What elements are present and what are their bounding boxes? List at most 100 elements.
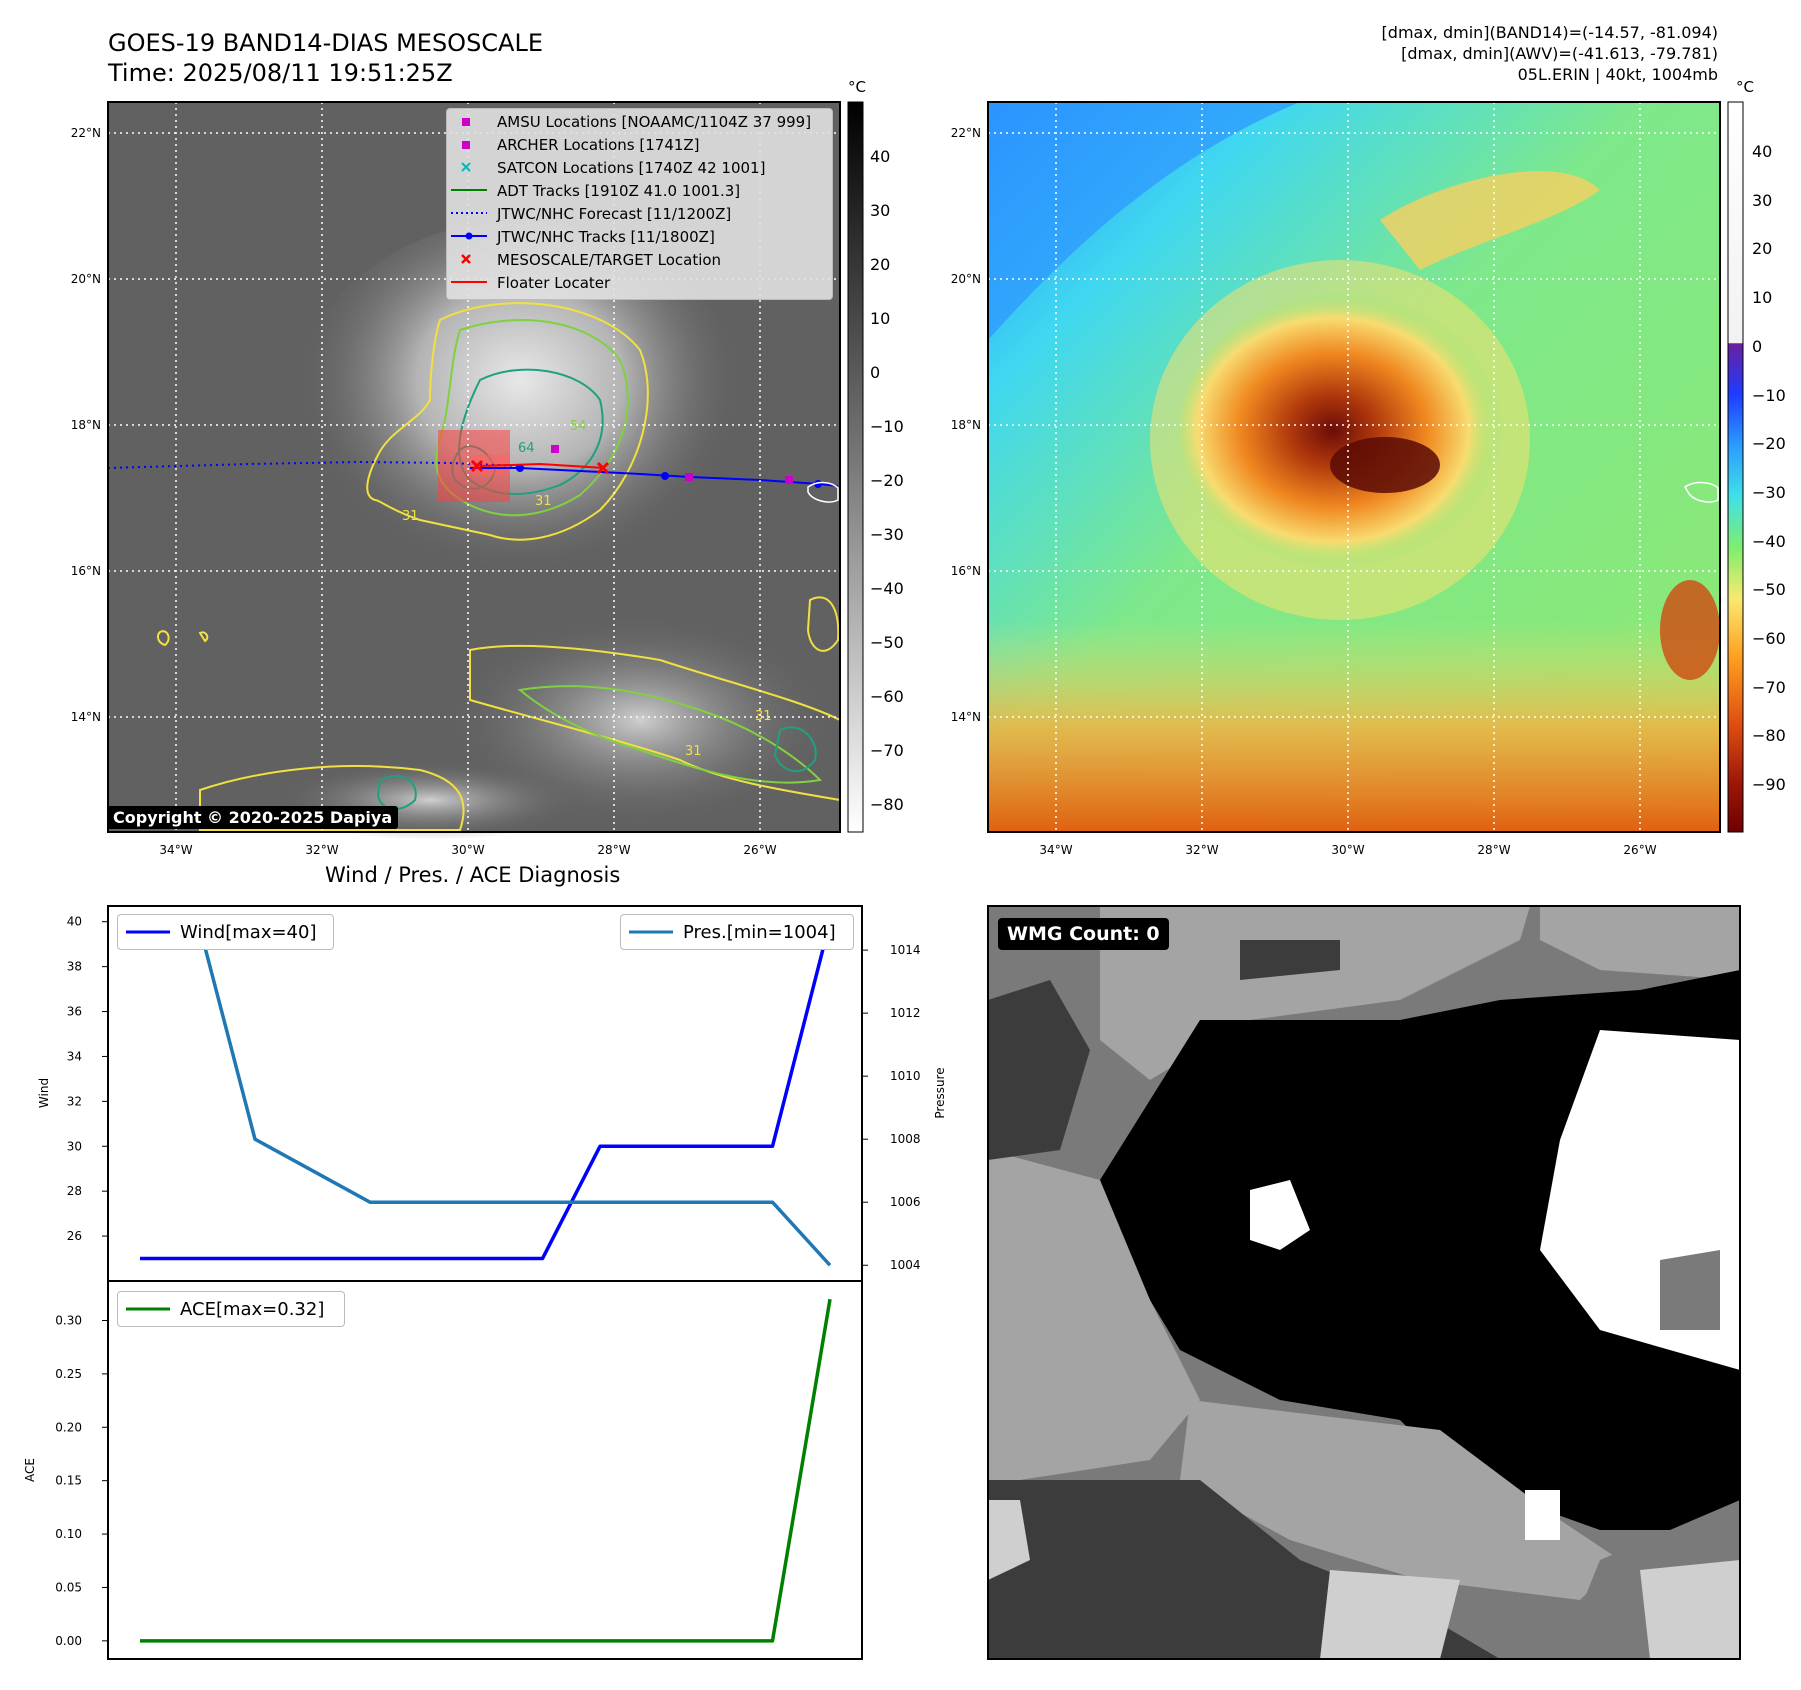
legend-amsu: AMSU Locations [NOAAMC/1104Z 37 999] xyxy=(497,113,812,131)
ir-lat-ticks: 22°N 20°N 18°N 16°N 14°N xyxy=(71,126,101,724)
lon-tick: 30°W xyxy=(1331,843,1364,857)
wind-pres-plot-frame xyxy=(107,905,863,1282)
figure-title: GOES-19 BAND14-DIAS MESOSCALE Time: 2025… xyxy=(108,28,543,88)
colorbar-tick: 30 xyxy=(870,201,890,220)
pres-legend: Pres.[min=1004] xyxy=(620,914,854,950)
wmg-block xyxy=(1525,1490,1560,1540)
colorbar-tick: −60 xyxy=(870,687,904,706)
lat-tick: 22°N xyxy=(951,126,981,140)
title-line-2: Time: 2025/08/11 19:51:25Z xyxy=(108,59,453,87)
ir-legend-markers xyxy=(451,118,487,283)
contour-label: 31 xyxy=(402,509,419,524)
lon-tick: 34°W xyxy=(1039,843,1072,857)
contour-label: 31 xyxy=(535,494,552,509)
wind-tick-label: 32 xyxy=(67,1094,82,1108)
lat-tick: 16°N xyxy=(951,564,981,578)
colorbar-tick: −20 xyxy=(1752,434,1786,453)
ace-legend-marker xyxy=(126,1307,170,1311)
colorbar-tick: −10 xyxy=(870,417,904,436)
ace-tick-label: 0.05 xyxy=(55,1580,82,1594)
contour-label: 31 xyxy=(685,744,702,759)
lat-tick: 14°N xyxy=(71,710,101,724)
colorbar-tick: −80 xyxy=(1752,726,1786,745)
pressure-tick-label: 1004 xyxy=(890,1258,921,1272)
wind-tick-label: 34 xyxy=(67,1049,82,1063)
lon-tick: 28°W xyxy=(1477,843,1510,857)
lon-tick: 34°W xyxy=(159,843,192,857)
colorbar-tick: −30 xyxy=(1752,483,1786,502)
awv-east-cell xyxy=(1660,580,1720,680)
awv-north-band xyxy=(1380,171,1600,270)
pressure-axis-label: Pressure xyxy=(933,1067,947,1118)
colorbar-tick: −50 xyxy=(870,633,904,652)
ir-contours xyxy=(156,302,841,831)
ace-legend-label: ACE[max=0.32] xyxy=(180,1299,325,1320)
ace-tick-label: 0.30 xyxy=(55,1314,82,1328)
ir-lon-ticks: 34°W 32°W 30°W 28°W 26°W xyxy=(159,843,776,857)
legend-satcon: SATCON Locations [1740Z 42 1001] xyxy=(497,159,766,177)
awv-dry-region xyxy=(988,102,1300,340)
colorbar-tick: 0 xyxy=(1752,337,1762,356)
lat-tick: 14°N xyxy=(951,710,981,724)
contour-label: 54 xyxy=(570,419,587,434)
colorbar-tick: 20 xyxy=(1752,239,1772,258)
ace-tick-label: 0.15 xyxy=(55,1474,82,1488)
best-track-point xyxy=(661,472,669,480)
pressure-series-line xyxy=(140,916,832,1267)
lat-tick: 22°N xyxy=(71,126,101,140)
amsu-marker xyxy=(785,476,793,484)
colorbar-tick: −40 xyxy=(870,579,904,598)
colorbar-tick: −70 xyxy=(870,741,904,760)
colorbar-tick: −40 xyxy=(1752,532,1786,551)
pressure-tick-label: 1008 xyxy=(890,1132,921,1146)
colorbar-tick: 20 xyxy=(870,255,890,274)
ir-legend: AMSU Locations [NOAAMC/1104Z 37 999] ARC… xyxy=(446,108,833,300)
intensity-info: [dmax, dmin](BAND14)=(-14.57, -81.094) [… xyxy=(1382,22,1718,85)
awv-storm-core xyxy=(1180,290,1520,570)
colorbar-tick: −70 xyxy=(1752,678,1786,697)
colorbar-tick: 30 xyxy=(1752,191,1772,210)
contour-label: 64 xyxy=(518,441,535,456)
awv-south-convection xyxy=(988,620,1720,832)
info-line-1: [dmax, dmin](BAND14)=(-14.57, -81.094) xyxy=(1381,23,1718,42)
diagnosis-title: Wind / Pres. / ACE Diagnosis xyxy=(325,863,621,887)
wind-legend-marker xyxy=(126,930,170,934)
wind-tick-label: 38 xyxy=(67,960,82,974)
ace-legend: ACE[max=0.32] xyxy=(117,1291,345,1327)
archer-marker xyxy=(551,445,559,453)
archer-legend-marker xyxy=(462,141,470,149)
colorbar-tick: 10 xyxy=(870,309,890,328)
awv-colorbar-unit: °C xyxy=(1736,78,1754,96)
colorbar-tick: −20 xyxy=(870,471,904,490)
lat-tick: 18°N xyxy=(71,418,101,432)
best-track-point xyxy=(516,464,524,472)
awv-colorbar xyxy=(1727,101,1744,833)
ir-island-outline xyxy=(807,481,839,503)
wmg-block xyxy=(1320,1570,1460,1659)
lon-tick: 26°W xyxy=(1623,843,1656,857)
colorbar-tick: −60 xyxy=(1752,629,1786,648)
pressure-tick-label: 1010 xyxy=(890,1069,921,1083)
ace-tick-label: 0.00 xyxy=(55,1634,82,1648)
lon-tick: 32°W xyxy=(1185,843,1218,857)
target-x xyxy=(596,461,610,475)
tracks-legend-dot xyxy=(465,232,473,240)
ace-plot-frame xyxy=(107,1280,863,1660)
legend-tracks: JTWC/NHC Tracks [11/1800Z] xyxy=(497,228,715,246)
awv-cold-center xyxy=(1330,437,1440,493)
target-markers xyxy=(470,459,610,475)
lon-tick: 30°W xyxy=(451,843,484,857)
amsu-archer-markers xyxy=(551,445,793,484)
lon-tick: 28°W xyxy=(597,843,630,857)
awv-lon-ticks: 34°W 32°W 30°W 28°W 26°W xyxy=(1039,843,1656,857)
wind-tick-label: 40 xyxy=(67,915,82,929)
wmg-block xyxy=(1640,1560,1740,1659)
wind-series-line xyxy=(140,921,832,1261)
ace-tick-label: 0.10 xyxy=(55,1527,82,1541)
wmg-blocks xyxy=(988,906,1740,1659)
target-x xyxy=(470,459,484,473)
awv-map-frame xyxy=(987,101,1721,833)
legend-forecast: JTWC/NHC Forecast [11/1200Z] xyxy=(497,205,732,223)
lat-tick: 20°N xyxy=(71,272,101,286)
